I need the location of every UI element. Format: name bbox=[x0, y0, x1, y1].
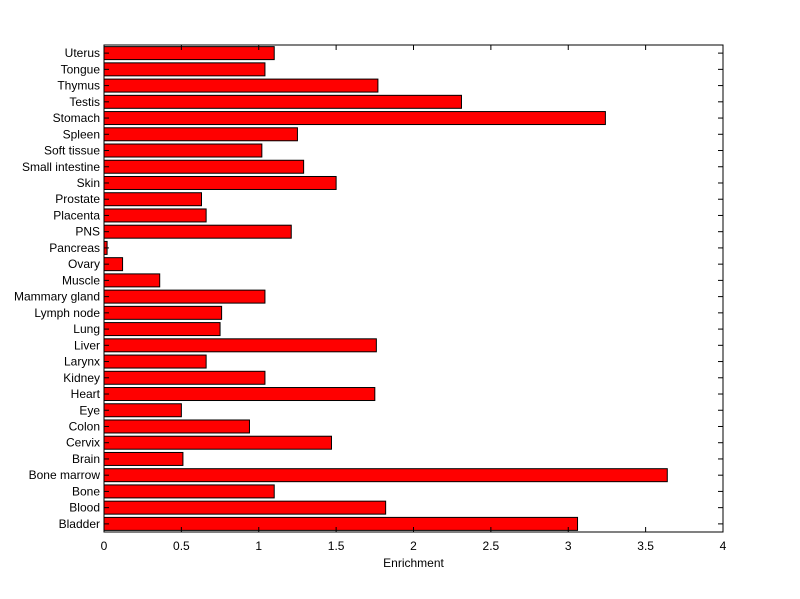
bar bbox=[103, 468, 668, 483]
category-label: Bladder bbox=[59, 517, 100, 531]
category-label: Heart bbox=[71, 387, 101, 401]
x-tick-label: 1 bbox=[255, 539, 262, 553]
category-label: Soft tissue bbox=[44, 144, 100, 158]
category-label: Larynx bbox=[64, 355, 100, 369]
x-tick-label: 1.5 bbox=[328, 539, 345, 553]
category-label: Blood bbox=[69, 501, 100, 515]
category-labels-group: Bladder Blood Bone Bone marrow Brain Cervix Co… bbox=[14, 46, 101, 531]
category-label: Lung bbox=[73, 322, 100, 336]
bar bbox=[103, 46, 275, 61]
bars-group bbox=[103, 46, 668, 531]
x-tick-label: 3 bbox=[565, 539, 572, 553]
category-label: Liver bbox=[74, 338, 100, 352]
bar bbox=[103, 94, 462, 109]
x-tick-label: 2 bbox=[410, 539, 417, 553]
x-tick-labels-group: 0 0.5 1 1.5 2 2.5 3 3.5 4 bbox=[101, 539, 727, 553]
bar bbox=[103, 78, 379, 93]
tick-marks-group bbox=[103, 45, 724, 532]
category-label: Small intestine bbox=[22, 160, 100, 174]
bar bbox=[103, 403, 182, 418]
bar bbox=[103, 273, 161, 288]
category-label: Pancreas bbox=[49, 241, 100, 255]
bar bbox=[103, 224, 292, 239]
category-label: PNS bbox=[75, 225, 100, 239]
category-label: Eye bbox=[79, 403, 100, 417]
x-axis-label: Enrichment bbox=[383, 556, 444, 570]
bar bbox=[103, 305, 223, 320]
category-label: Stomach bbox=[53, 111, 100, 125]
category-label: Tongue bbox=[61, 62, 101, 76]
bar bbox=[103, 451, 184, 466]
category-label: Bone bbox=[72, 484, 100, 498]
bar bbox=[103, 62, 266, 77]
bar bbox=[103, 143, 263, 158]
bar bbox=[103, 419, 250, 434]
bar bbox=[103, 354, 207, 369]
bar bbox=[103, 484, 275, 499]
x-tick-label: 2.5 bbox=[483, 539, 500, 553]
bar bbox=[103, 387, 376, 402]
category-label: Brain bbox=[72, 452, 100, 466]
category-label: Mammary gland bbox=[14, 290, 100, 304]
category-label: Lymph node bbox=[34, 306, 100, 320]
category-label: Cervix bbox=[66, 436, 100, 450]
category-label: Prostate bbox=[55, 192, 100, 206]
category-label: Bone marrow bbox=[29, 468, 101, 482]
category-label: Colon bbox=[69, 419, 100, 433]
bar bbox=[103, 500, 387, 515]
x-tick-label: 0.5 bbox=[173, 539, 190, 553]
bar bbox=[103, 111, 606, 126]
x-tick-label: 4 bbox=[720, 539, 727, 553]
category-label: Uterus bbox=[65, 46, 100, 60]
category-label: Spleen bbox=[63, 127, 100, 141]
bar bbox=[103, 322, 221, 337]
bar bbox=[103, 208, 207, 223]
bar bbox=[103, 127, 298, 142]
category-label: Kidney bbox=[63, 371, 100, 385]
category-label: Muscle bbox=[62, 273, 100, 287]
category-label: Placenta bbox=[53, 208, 100, 222]
category-label: Skin bbox=[77, 176, 100, 190]
x-tick-label: 3.5 bbox=[637, 539, 654, 553]
bar bbox=[103, 159, 305, 174]
bar bbox=[103, 516, 579, 531]
category-label: Thymus bbox=[57, 79, 100, 93]
bar bbox=[103, 370, 266, 385]
bar bbox=[103, 338, 377, 353]
bar bbox=[103, 192, 202, 207]
category-label: Testis bbox=[69, 95, 100, 109]
x-tick-label: 0 bbox=[101, 539, 108, 553]
bar bbox=[103, 289, 266, 304]
bar bbox=[103, 175, 337, 190]
category-label: Ovary bbox=[68, 257, 100, 271]
bar bbox=[103, 435, 332, 450]
